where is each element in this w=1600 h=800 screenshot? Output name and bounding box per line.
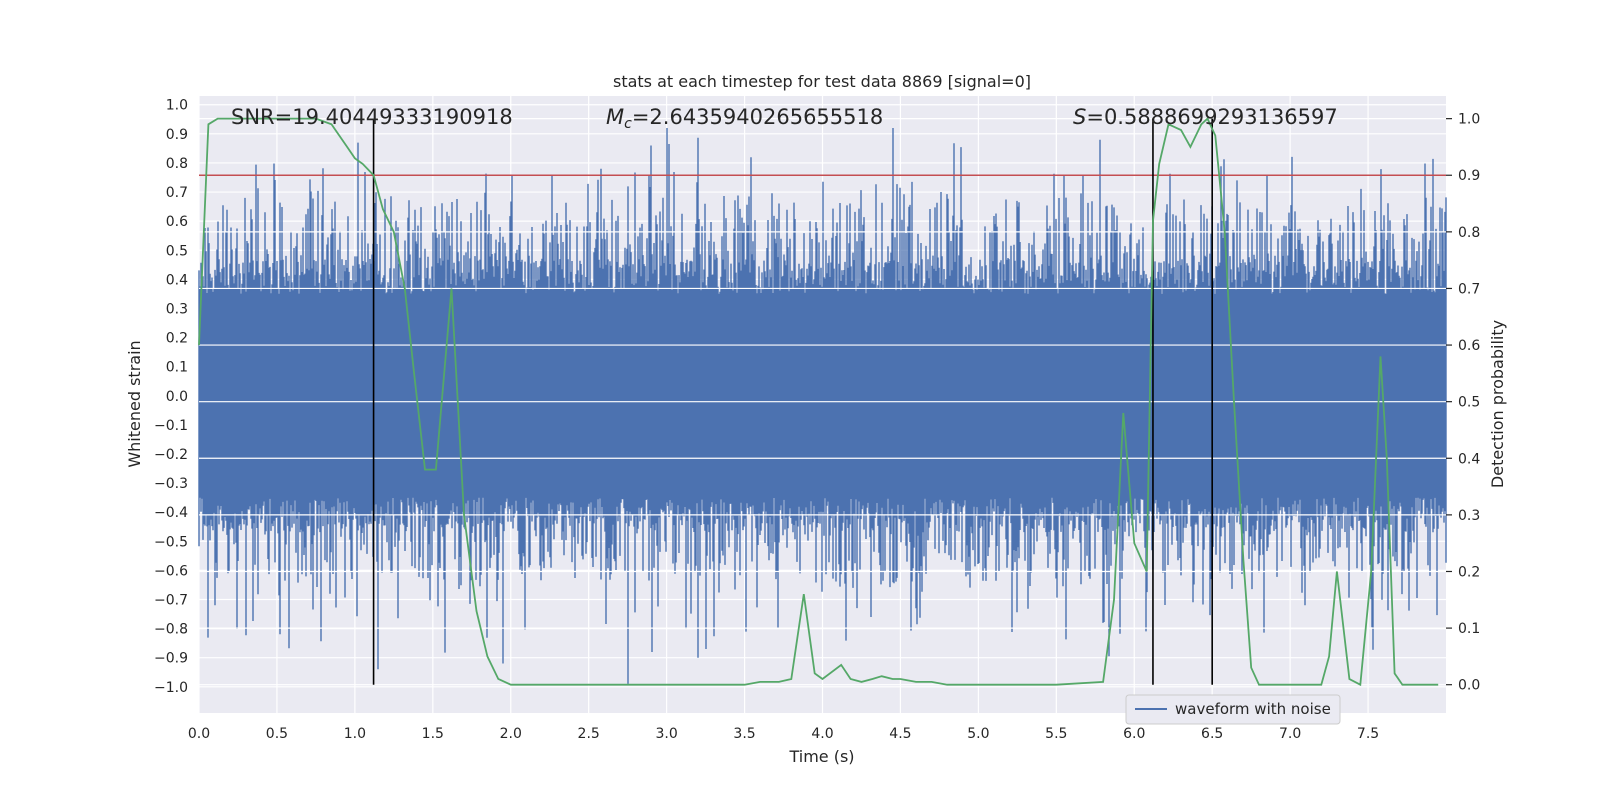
y-left-tick-label: 0.2: [166, 331, 188, 347]
y-right-tick-label: 1.0: [1458, 112, 1480, 128]
y-left-tick-label: 0.1: [166, 360, 188, 376]
y-right-axis-ticks: 1.0 0.9 0.8 0.7 0.6 0.5 0.4 0.3 0.2 0.1 0.0: [1446, 112, 1480, 694]
x-axis-ticks: 0.0 0.5 1.0 1.5 2.0 2.5 3.0 3.5 4.0 4.5 5.0 5.5 6.0 6…: [188, 726, 1379, 742]
x-tick-label: 6.0: [1123, 726, 1145, 742]
y-left-tick-label: 0.4: [166, 272, 188, 288]
x-tick-label: 0.5: [266, 726, 288, 742]
y-left-tick-label: 0.3: [166, 301, 188, 317]
y-left-tick-label: 0.7: [166, 185, 188, 201]
x-tick-label: 3.0: [655, 726, 677, 742]
legend-box: [1125, 694, 1341, 725]
y-left-tick-label: 0.6: [166, 214, 188, 230]
y-left-tick-label: 0.8: [166, 156, 188, 172]
y-left-tick-label: −0.8: [154, 622, 188, 638]
chirp-mass-annotation: Mc=2.6435940265655518: [606, 105, 883, 132]
x-tick-label: 2.0: [500, 726, 522, 742]
y-left-tick-label: −1.0: [154, 680, 188, 696]
y-left-tick-label: −0.6: [154, 563, 188, 579]
s-annotation: S=0.5888699293136597: [1073, 105, 1338, 129]
y-left-tick-label: −0.3: [154, 476, 188, 492]
x-tick-label: 0.0: [188, 726, 210, 742]
y-left-tick-label: 0.9: [166, 127, 188, 143]
y-axis-right-label: Detection probability: [1488, 320, 1507, 488]
probability-series: [198, 117, 1439, 687]
snr-annotation: SNR=19.40449333190918: [231, 105, 513, 129]
y-axis-left-label: Whitened strain: [125, 340, 144, 467]
y-right-tick-label: 0.3: [1458, 508, 1480, 524]
y-right-tick-label: 0.4: [1458, 451, 1480, 467]
y-left-axis-ticks: 1.0 0.9 0.8 0.7 0.6 0.5 0.4 0.3 0.2 0.1 0.0 −0.1 −0.…: [154, 98, 188, 696]
y-right-tick-label: 0.2: [1458, 564, 1480, 580]
x-tick-label: 5.5: [1045, 726, 1067, 742]
x-tick-label: 4.5: [889, 726, 911, 742]
y-left-tick-label: 1.0: [166, 98, 188, 114]
y-left-tick-label: −0.5: [154, 534, 188, 550]
y-left-tick-label: −0.1: [154, 418, 188, 434]
y-right-tick-label: 0.9: [1458, 168, 1480, 184]
y-right-tick-label: 0.5: [1458, 395, 1480, 411]
x-tick-label: 1.5: [422, 726, 444, 742]
x-tick-label: 2.5: [578, 726, 600, 742]
y-right-tick-label: 0.0: [1458, 678, 1480, 694]
y-left-tick-label: −0.4: [154, 505, 188, 521]
y-left-tick-label: −0.7: [154, 592, 188, 608]
y-right-tick-label: 0.7: [1458, 281, 1480, 297]
legend-label: waveform with noise: [1175, 700, 1331, 718]
chart-title: stats at each timestep for test data 886…: [613, 72, 1031, 91]
y-left-tick-label: −0.2: [154, 447, 188, 463]
y-right-tick-label: 0.1: [1458, 621, 1480, 637]
probability-line: [198, 117, 1439, 687]
x-axis-label: Time (s): [788, 747, 854, 766]
x-tick-label: 7.5: [1357, 726, 1379, 742]
x-tick-label: 3.5: [733, 726, 755, 742]
x-tick-label: 4.0: [811, 726, 833, 742]
y-left-tick-label: 0.5: [166, 243, 188, 259]
x-tick-label: 7.0: [1279, 726, 1301, 742]
x-tick-label: 1.0: [344, 726, 366, 742]
y-right-tick-label: 0.8: [1458, 225, 1480, 241]
x-tick-label: 6.5: [1201, 726, 1223, 742]
y-left-tick-label: −0.9: [154, 651, 188, 667]
legend: waveform with noise: [1125, 694, 1341, 725]
y-left-tick-label: 0.0: [166, 389, 188, 405]
y-right-tick-label: 0.6: [1458, 338, 1480, 354]
x-tick-label: 5.0: [967, 726, 989, 742]
